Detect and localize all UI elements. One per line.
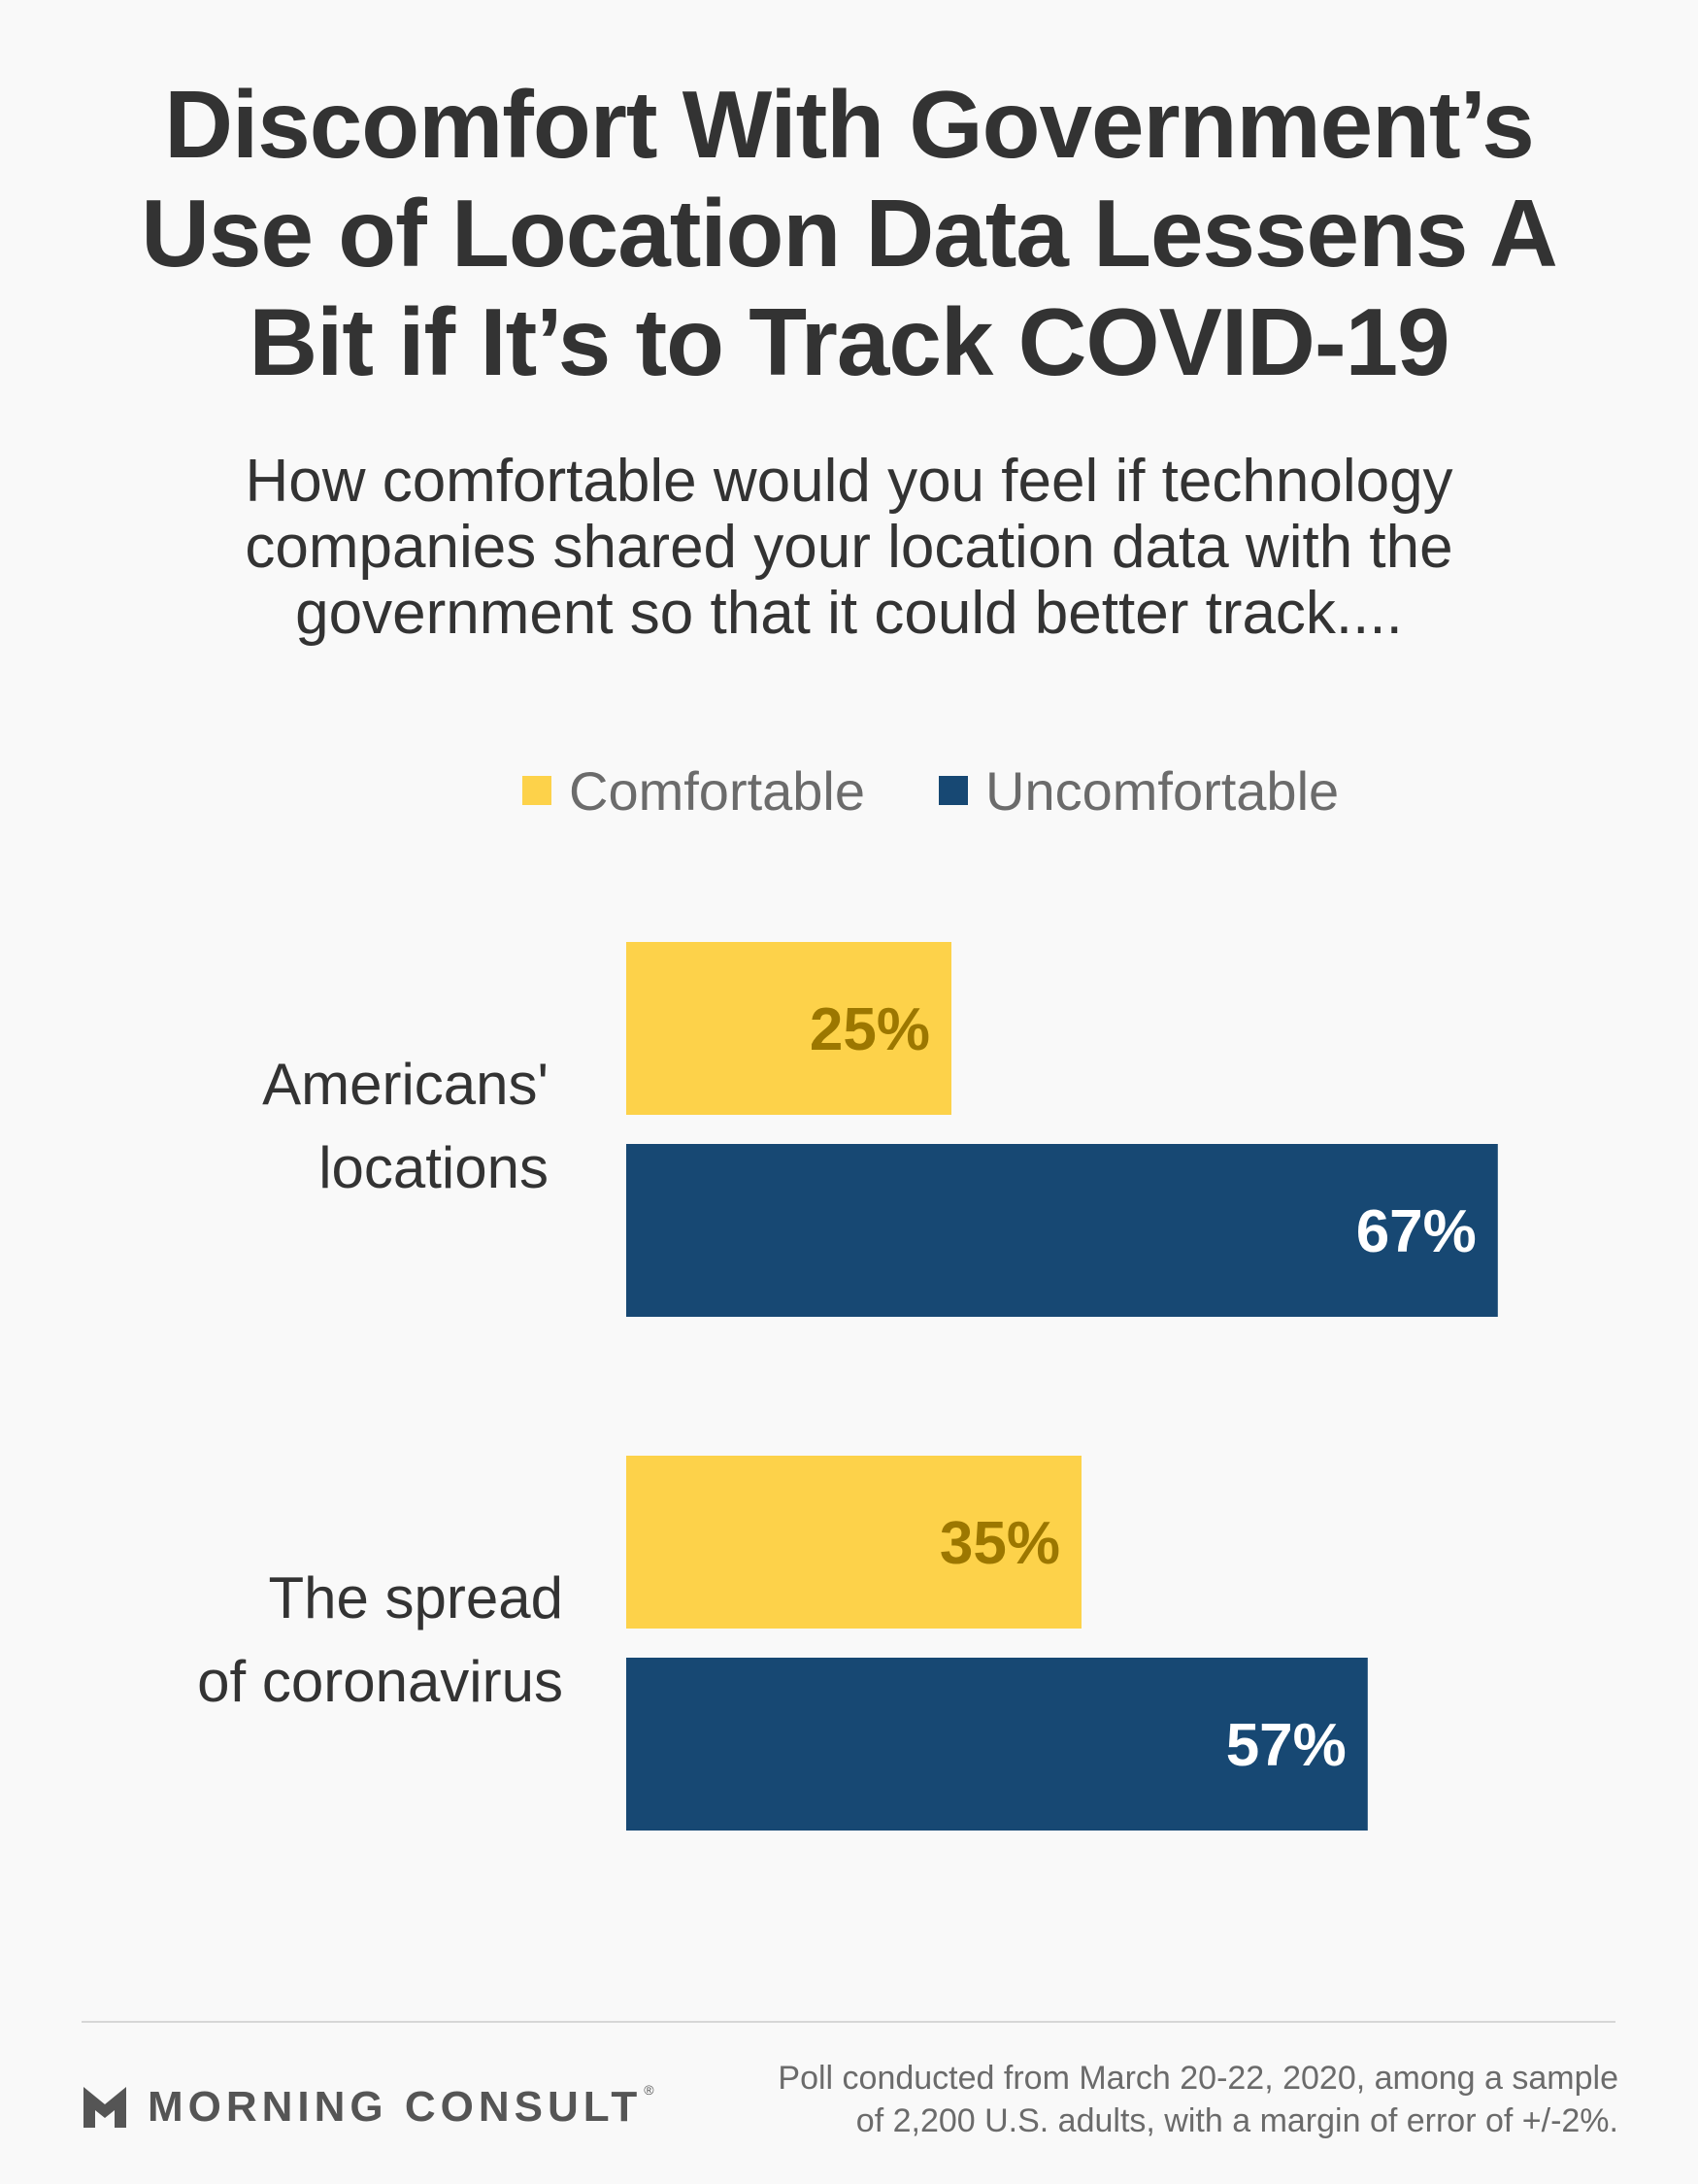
chart-title: Discomfort With Government’s Use of Loca… [58,70,1640,396]
value-label-comfortable-the-spread-of-coronavirus: 35% [940,1510,1060,1577]
legend-item-uncomfortable: Uncomfortable [939,756,1339,825]
chart-legend: Comfortable Uncomfortable [0,756,1698,825]
methodology-note: Poll conducted from March 20-22, 2020, a… [686,2057,1618,2142]
note-line: Poll conducted from March 20-22, 2020, a… [778,2060,1618,2097]
legend-item-comfortable: Comfortable [522,756,865,825]
legend-label-comfortable: Comfortable [569,759,866,822]
footer-divider [82,2021,1615,2023]
chart-subtitle: How comfortable would you feel if techno… [136,449,1562,647]
value-label-comfortable-americans-locations: 25% [810,996,930,1063]
subtitle-line: How comfortable would you feel if techno… [245,448,1453,515]
subtitle-line: government so that it could better track… [295,580,1403,647]
note-line: of 2,200 U.S. adults, with a margin of e… [855,2102,1618,2139]
value-label-uncomfortable-americans-locations: 67% [1356,1198,1477,1265]
title-line: Bit if It’s to Track COVID-19 [249,288,1449,395]
legend-swatch-uncomfortable [939,776,968,805]
category-label-americans-locations: Americans' [262,1052,549,1117]
category-label-americans-locations: locations [318,1135,549,1200]
brand-name: MORNING CONSULT [148,2083,643,2131]
title-line: Discomfort With Government’s [164,71,1534,178]
bar-uncomfortable-americans-locations [626,1144,1498,1317]
subtitle-line: companies shared your location data with… [245,514,1453,581]
category-label-the-spread-of-coronavirus: of coronavirus [197,1649,563,1714]
bar-uncomfortable-the-spread-of-coronavirus [626,1658,1368,1831]
morning-consult-logo: MORNING CONSULT ® [82,2078,654,2136]
legend-swatch-comfortable [522,776,551,805]
category-label-the-spread-of-coronavirus: The spread [268,1565,563,1630]
bar-comfortable-the-spread-of-coronavirus [626,1456,1082,1629]
legend-label-uncomfortable: Uncomfortable [985,759,1340,822]
bar-comfortable-americans-locations [626,942,951,1115]
value-label-uncomfortable-the-spread-of-coronavirus: 57% [1226,1712,1347,1779]
registered-mark: ® [644,2082,654,2098]
morning-consult-logo-icon [83,2087,126,2128]
title-line: Use of Location Data Lessens A [141,180,1558,286]
